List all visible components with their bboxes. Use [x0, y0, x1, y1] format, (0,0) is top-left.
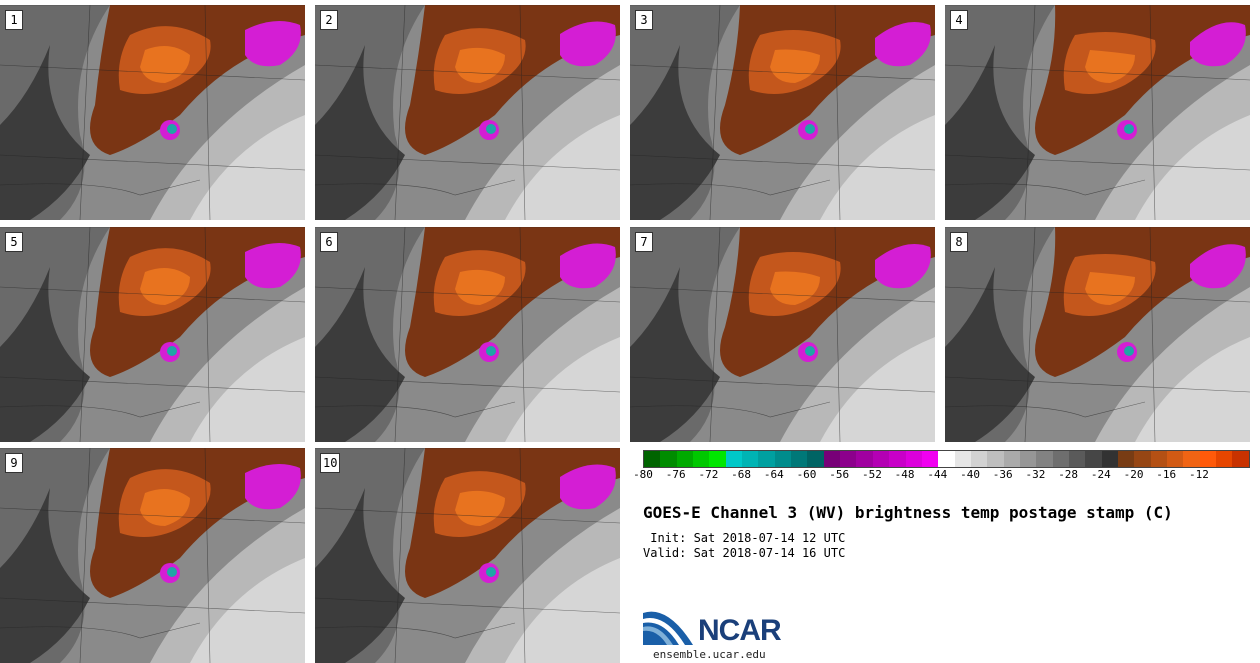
panel-number: 7 — [635, 232, 653, 252]
ncar-logo-icon — [643, 611, 693, 645]
map-panel: 3 — [630, 5, 935, 220]
colorbar-segment — [1085, 451, 1102, 467]
colorbar-ticks: -80 -76 -72 -68 -64 -60 -56 -52 -48 -44 -40 -36 -32-… — [633, 468, 1248, 488]
colorbar-tick-label: -36 — [992, 468, 1013, 481]
map-panel: 5 — [0, 227, 305, 442]
water-vapor-map — [0, 448, 305, 663]
colorbar-segment — [644, 451, 661, 467]
colorbar-segment — [1052, 451, 1069, 467]
colorbar-tick-label: -24 — [1090, 468, 1111, 481]
colorbar-tick-label: -48 — [894, 468, 915, 481]
colorbar-segment — [742, 451, 759, 467]
water-vapor-map — [0, 5, 305, 220]
colorbar-segment — [1167, 451, 1184, 467]
colorbar-tick-label: -56 — [829, 468, 850, 481]
colorbar-segment — [1003, 451, 1020, 467]
colorbar-tick-label: -64 — [763, 468, 784, 481]
water-vapor-map — [315, 448, 620, 663]
colorbar — [643, 450, 1250, 468]
water-vapor-map — [630, 227, 935, 442]
init-time: Init: Sat 2018-07-14 12 UTC — [643, 531, 846, 545]
water-vapor-map — [315, 5, 620, 220]
map-panel: 1 — [0, 5, 305, 220]
colorbar-segment — [1068, 451, 1086, 467]
panel-number: 5 — [5, 232, 23, 252]
map-panel: 4 — [945, 5, 1250, 220]
colorbar-segment — [758, 451, 775, 467]
colorbar-segment — [1183, 451, 1200, 467]
map-panel: 9 — [0, 448, 305, 663]
colorbar-segment — [791, 451, 808, 467]
colorbar-tick-label: -12 — [1189, 468, 1209, 481]
colorbar-segment — [1150, 451, 1167, 467]
colorbar-segment — [709, 451, 726, 467]
colorbar-segment — [840, 451, 857, 467]
colorbar-segment — [774, 451, 792, 467]
colorbar-segment — [1216, 451, 1233, 467]
map-panel: 10 — [315, 448, 620, 663]
colorbar-segment — [823, 451, 841, 467]
colorbar-tick-label: -80 — [633, 468, 653, 481]
colorbar-segment — [889, 451, 906, 467]
colorbar-segment — [938, 451, 955, 467]
logo-url: ensemble.ucar.edu — [653, 648, 766, 661]
colorbar-segment — [1101, 451, 1118, 467]
panel-number: 2 — [320, 10, 338, 30]
colorbar-tick-label: -72 — [698, 468, 719, 481]
colorbar-segment — [954, 451, 971, 467]
colorbar-segment — [1199, 451, 1217, 467]
colorbar-tick-label: -40 — [960, 468, 980, 481]
colorbar-segment — [905, 451, 922, 467]
panel-number: 10 — [320, 453, 341, 473]
colorbar-tick-label: -76 — [665, 468, 686, 481]
water-vapor-map — [630, 5, 935, 220]
colorbar-tick-label: -32 — [1025, 468, 1046, 481]
map-panel: 8 — [945, 227, 1250, 442]
colorbar-segment — [1019, 451, 1037, 467]
colorbar-segment — [1134, 451, 1151, 467]
colorbar-tick-label: -20 — [1123, 468, 1144, 481]
panel-number: 6 — [320, 232, 338, 252]
panel-number: 8 — [950, 232, 968, 252]
colorbar-tick-label: -28 — [1058, 468, 1079, 481]
colorbar-tick-label: -16 — [1156, 468, 1177, 481]
panel-number: 9 — [5, 453, 23, 473]
colorbar-segment — [676, 451, 694, 467]
colorbar-segment — [987, 451, 1004, 467]
colorbar-segment — [1036, 451, 1053, 467]
panel-number: 3 — [635, 10, 653, 30]
water-vapor-map — [945, 5, 1250, 220]
colorbar-tick-label: -60 — [796, 468, 817, 481]
colorbar-segment — [725, 451, 743, 467]
valid-time: Valid: Sat 2018-07-14 16 UTC — [643, 546, 846, 560]
map-panel: 7 — [630, 227, 935, 442]
water-vapor-map — [0, 227, 305, 442]
map-panel: 2 — [315, 5, 620, 220]
map-panel: 6 — [315, 227, 620, 442]
colorbar-segment — [872, 451, 890, 467]
panel-number: 1 — [5, 10, 23, 30]
colorbar-segment — [1117, 451, 1135, 467]
colorbar-tick-label: -52 — [861, 468, 882, 481]
chart-title: GOES-E Channel 3 (WV) brightness temp po… — [643, 503, 1173, 522]
water-vapor-map — [945, 227, 1250, 442]
colorbar-segment — [807, 451, 824, 467]
colorbar-tick-label: -68 — [731, 468, 752, 481]
colorbar-tick-label: -44 — [927, 468, 948, 481]
colorbar-segment — [1232, 451, 1249, 467]
logo-text: NCAR — [698, 614, 782, 647]
colorbar-segment — [856, 451, 873, 467]
colorbar-segment — [921, 451, 939, 467]
water-vapor-map — [315, 227, 620, 442]
colorbar-segment — [693, 451, 710, 467]
colorbar-segment — [970, 451, 988, 467]
colorbar-segment — [660, 451, 677, 467]
panel-number: 4 — [950, 10, 968, 30]
